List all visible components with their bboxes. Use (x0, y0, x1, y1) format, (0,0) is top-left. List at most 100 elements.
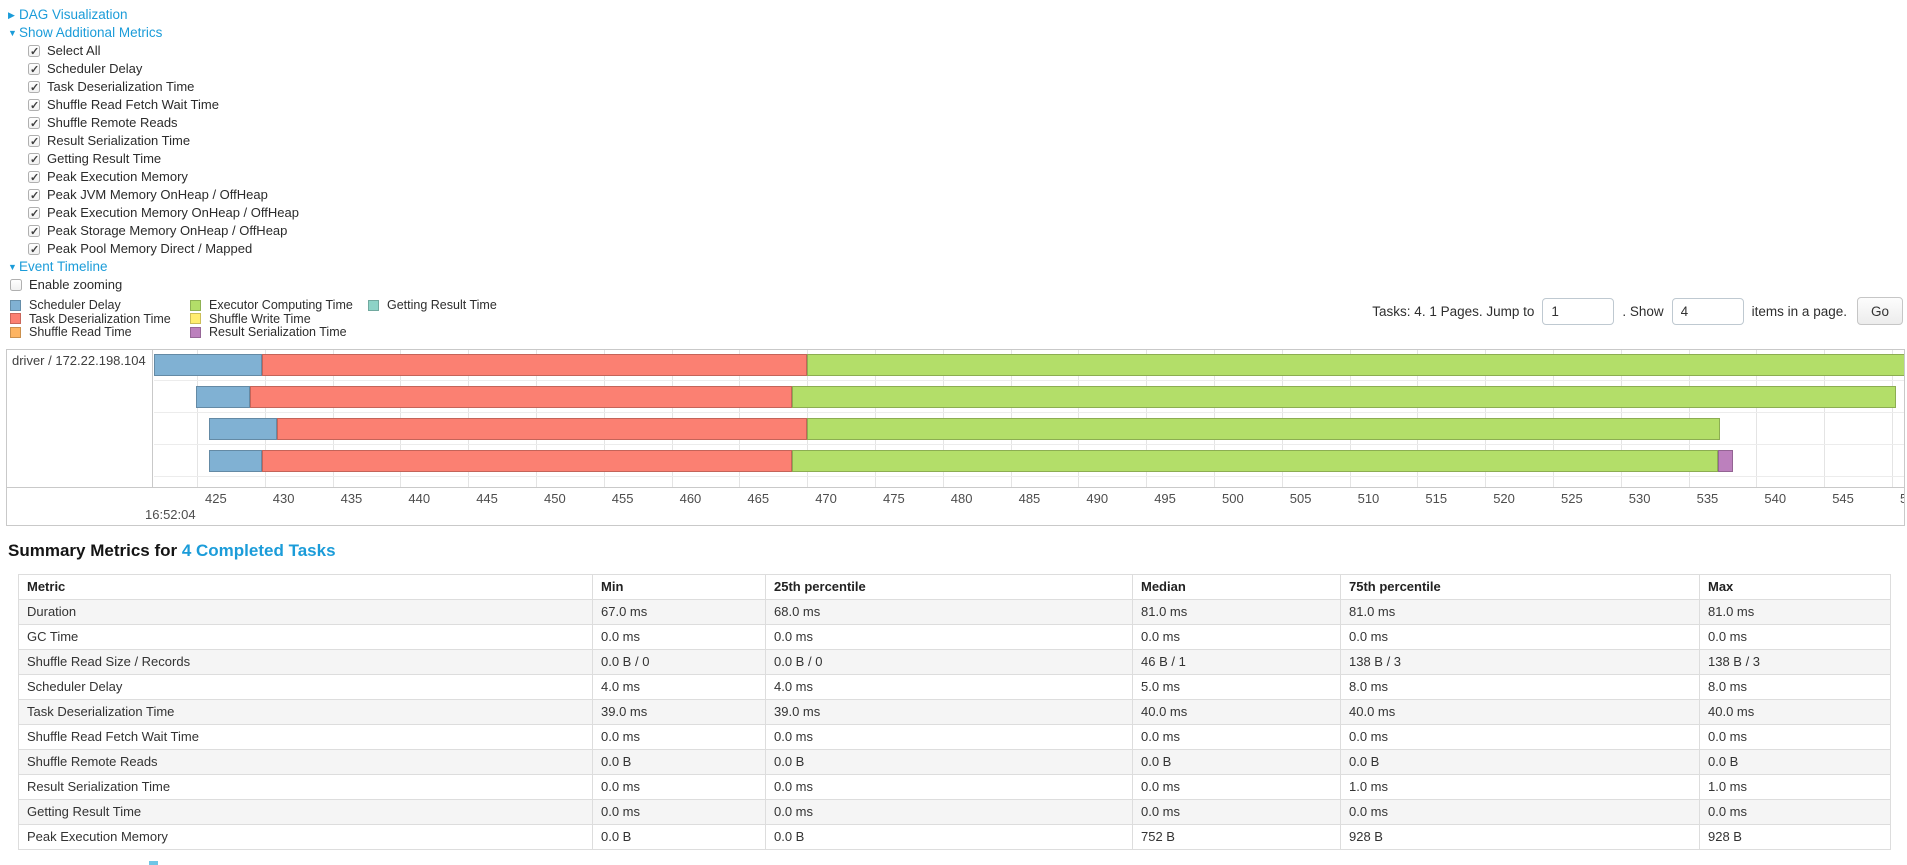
metric-name-cell: Scheduler Delay (18, 674, 593, 700)
metric-value-cell: 0.0 ms (1132, 799, 1341, 825)
legend-column: Getting Result Time (368, 298, 1903, 340)
getting-result-swatch-icon (368, 299, 379, 311)
jump-to-page-input[interactable] (1542, 297, 1615, 325)
dag-visualization-toggle[interactable]: ▶ DAG Visualization (8, 6, 1907, 23)
metric-checkbox-shuffle-remote-reads[interactable] (28, 115, 40, 133)
legend-column: Scheduler Delay Task Deserialization Time… (10, 298, 190, 340)
metric-value-cell: 0.0 ms (1340, 799, 1700, 825)
metric-name-cell: Shuffle Remote Reads (18, 749, 593, 775)
task-bar-1-task-deserialization[interactable] (262, 354, 808, 376)
legend-label: Result Serialization Time (209, 325, 347, 340)
task-bar-3-task-deserialization[interactable] (277, 418, 808, 440)
metric-value-cell: 0.0 ms (1132, 624, 1341, 650)
timeline-tick-label: 520 (1493, 491, 1515, 506)
metric-checkbox-peak-jvm-memory-onheap-offheap[interactable] (28, 187, 40, 205)
summary-metrics-heading: Summary Metrics for 4 Completed Tasks (8, 541, 1907, 561)
task-bar-4-scheduler-delay[interactable] (209, 450, 263, 472)
task-bar-3-executor-computing[interactable] (807, 418, 1720, 440)
timeline-row-separator (154, 444, 1904, 445)
task-bar-4-executor-computing[interactable] (792, 450, 1719, 472)
event-timeline-link[interactable]: Event Timeline (19, 259, 108, 274)
go-button[interactable]: Go (1856, 297, 1903, 325)
metric-value-cell: 81.0 ms (1340, 599, 1700, 625)
metric-checkbox-shuffle-read-fetch-wait-time[interactable] (28, 97, 40, 115)
task-bar-3-scheduler-delay[interactable] (209, 418, 277, 440)
metric-name-cell: Result Serialization Time (18, 774, 593, 800)
metric-value-cell: 39.0 ms (592, 699, 766, 725)
metric-name-cell: Shuffle Read Fetch Wait Time (18, 724, 593, 750)
shuffle-write-swatch-icon (190, 313, 201, 325)
timeline-gridline (1824, 350, 1826, 487)
metric-row-task-deserialization-time: Task Deserialization Time (28, 78, 1907, 97)
metric-checkbox-peak-execution-memory[interactable] (28, 169, 40, 187)
metric-value-cell: 46 B / 1 (1132, 649, 1341, 675)
dag-visualization-link[interactable]: DAG Visualization (19, 7, 128, 22)
metric-row-peak-jvm-memory-onheap-offheap: Peak JVM Memory OnHeap / OffHeap (28, 186, 1907, 205)
summary-table-header-row: Metric Min 25th percentile Median 75th perce… (18, 574, 1891, 600)
metric-value-cell: 0.0 B / 0 (765, 649, 1133, 675)
timeline-axis-line (7, 487, 1904, 488)
metric-value-cell: 0.0 ms (765, 724, 1133, 750)
metric-value-cell: 0.0 B (592, 749, 766, 775)
metric-row-peak-execution-memory-onheap-offheap: Peak Execution Memory OnHeap / OffHeap (28, 204, 1907, 223)
show-additional-metrics-toggle[interactable]: ▼ Show Additional Metrics (8, 24, 1907, 41)
metric-value-cell: 1.0 ms (1699, 774, 1891, 800)
metric-value-cell: 0.0 ms (592, 774, 766, 800)
metric-checkbox-task-deserialization-time[interactable] (28, 79, 40, 97)
event-timeline-toggle[interactable]: ▼ Event Timeline (8, 258, 1907, 275)
task-bar-4-task-deserialization[interactable] (262, 450, 793, 472)
timeline-tick-label: 450 (544, 491, 566, 506)
metric-name-cell: Getting Result Time (18, 799, 593, 825)
metric-value-cell: 0.0 ms (1699, 799, 1891, 825)
task-deserialization-swatch-icon (10, 313, 21, 325)
legend-label: Shuffle Write Time (209, 311, 311, 326)
metric-label-result-serialization-time: Result Serialization Time (47, 133, 191, 148)
summary-row-result-serialization-time: Result Serialization Time 0.0 ms 0.0 ms 0.0… (18, 774, 1891, 800)
timeline-tick-label: 510 (1357, 491, 1380, 506)
metric-value-cell: 138 B / 3 (1699, 649, 1891, 675)
show-additional-metrics-link[interactable]: Show Additional Metrics (19, 25, 163, 40)
metric-value-cell: 0.0 B (1699, 749, 1891, 775)
timeline-tick-label: 465 (747, 491, 770, 506)
completed-tasks-link[interactable]: 4 Completed Tasks (181, 541, 336, 560)
metric-name-cell: Duration (18, 599, 593, 625)
legend-column: Executor Computing Time Shuffle Write Tim… (190, 298, 368, 340)
summary-col-header-median: Median (1132, 574, 1341, 600)
additional-metrics-checkbox-list: Select All Scheduler Delay Task Deserializ… (8, 42, 1907, 259)
metric-value-cell: 8.0 ms (1340, 674, 1700, 700)
metric-checkbox-peak-storage-memory-onheap-offheap[interactable] (28, 223, 40, 241)
task-bar-2-scheduler-delay[interactable] (195, 386, 250, 408)
task-bar-2-task-deserialization[interactable] (249, 386, 793, 408)
timeline-legend: Scheduler Delay Task Deserialization Time… (10, 298, 1903, 340)
metric-checkbox-peak-execution-memory-onheap-offheap[interactable] (28, 205, 40, 223)
timeline-tick-label: 455 (611, 491, 634, 506)
metric-label-select-all: Select All (47, 43, 101, 58)
items-per-page-input[interactable] (1671, 297, 1744, 325)
task-bar-1-executor-computing[interactable] (807, 354, 1904, 376)
task-bar-1-scheduler-delay[interactable] (154, 354, 263, 376)
executor-computing-swatch-icon (190, 299, 201, 311)
metric-checkbox-scheduler-delay[interactable] (28, 61, 40, 79)
task-bar-4-result-serialization[interactable] (1718, 450, 1734, 472)
timeline-time-label: 16:52:04 (145, 507, 196, 522)
legend-label: Getting Result Time (387, 298, 497, 312)
timeline-tick-label: 515 (1425, 491, 1448, 506)
timeline-tick-label: 435 (340, 491, 363, 506)
metric-checkbox-getting-result-time[interactable] (28, 151, 40, 169)
chevron-right-icon: ▶ (8, 10, 15, 20)
metric-row-peak-storage-memory-onheap-offheap: Peak Storage Memory OnHeap / OffHeap (28, 222, 1907, 241)
metric-checkbox-peak-pool-memory-direct-mapped[interactable] (28, 241, 40, 259)
metric-checkbox-result-serialization-time[interactable] (28, 133, 40, 151)
summary-col-header-25th-percentile: 25th percentile (765, 574, 1133, 600)
metric-checkbox-select-all[interactable] (28, 43, 40, 61)
legend-label: Task Deserialization Time (29, 311, 171, 326)
timeline-tick-label: 545 (1832, 491, 1854, 506)
enable-zooming-checkbox[interactable] (10, 279, 22, 291)
metric-label-peak-pool-memory-direct-mapped: Peak Pool Memory Direct / Mapped (47, 241, 253, 256)
legend-item-task-deserialization: Task Deserialization Time (10, 311, 190, 327)
metric-value-cell: 0.0 ms (1340, 624, 1700, 650)
metric-value-cell: 928 B (1340, 824, 1700, 850)
metric-value-cell: 0.0 ms (765, 774, 1133, 800)
show-text: . Show (1622, 303, 1664, 319)
task-bar-2-executor-computing[interactable] (792, 386, 1897, 408)
